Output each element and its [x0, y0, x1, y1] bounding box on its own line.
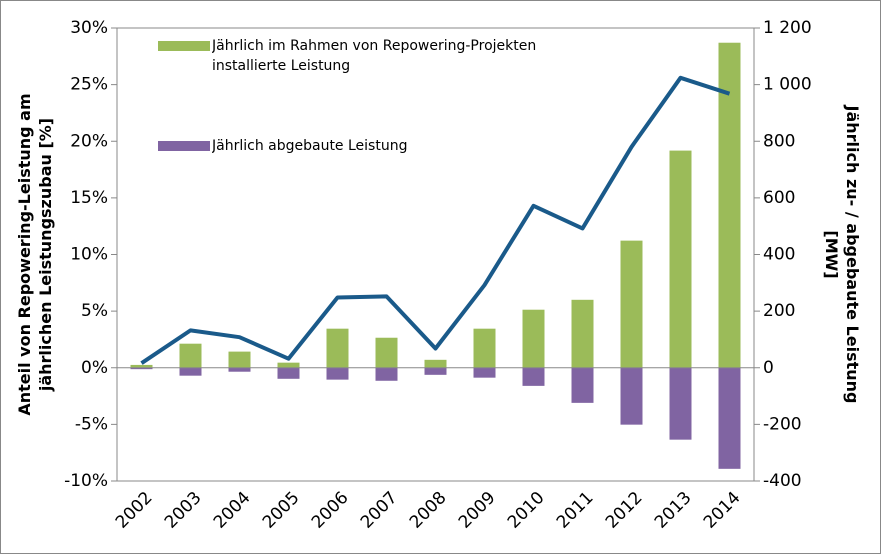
bar [130, 364, 153, 368]
y2-tick-label: 800 [763, 131, 795, 151]
bar [522, 309, 545, 368]
bar [424, 359, 447, 368]
bar [522, 367, 545, 386]
bar [718, 42, 741, 368]
y2-tick-label: -400 [763, 471, 802, 491]
legend-swatch [158, 141, 210, 151]
bar [473, 328, 496, 368]
y2-tick-label: -200 [763, 414, 802, 434]
y2-tick-label: 200 [763, 301, 795, 321]
bar [473, 367, 496, 378]
bar [277, 367, 300, 379]
bar [620, 367, 643, 425]
y-tick-label: -5% [75, 414, 108, 434]
bar [620, 240, 643, 368]
bar [669, 367, 692, 440]
y2-tick-label: 400 [763, 245, 795, 265]
bar [669, 150, 692, 368]
bar [571, 367, 594, 403]
y2-axis-label: Jährlich zu- / abgebaute Leistung[MW] [823, 105, 863, 404]
legend-swatch [158, 41, 210, 51]
y2-axis-label-line: [MW] [823, 230, 842, 278]
y-tick-label: 20% [70, 131, 108, 151]
y2-tick-label: 1 200 [763, 18, 812, 38]
y2-axis-label-line: Jährlich zu- / abgebaute Leistung [844, 105, 863, 404]
y-tick-label: 25% [70, 75, 108, 95]
bar [375, 337, 398, 368]
bar [718, 367, 741, 469]
bar [179, 343, 202, 368]
legend-label: Jährlich im Rahmen von Repowering-Projek… [212, 38, 537, 74]
line [140, 75, 731, 365]
y2-tick-label: 1 000 [763, 75, 812, 95]
y2-tick-label: 0 [763, 358, 774, 378]
bar [228, 351, 251, 368]
bar [375, 367, 398, 381]
bar [130, 367, 153, 370]
y-tick-label: 5% [81, 301, 108, 321]
bar [228, 367, 251, 372]
y-tick-label: 0% [81, 358, 108, 378]
y-tick-label: 30% [70, 18, 108, 38]
y-tick-label: 10% [70, 245, 108, 265]
bar [424, 367, 447, 375]
legend-entry: Jährlich abgebaute Leistung [212, 138, 408, 154]
y-axis-label-line: Anteil von Repowering-Leistung am [15, 93, 34, 415]
y-axis-label: Anteil von Repowering-Leistung am jährlic… [15, 93, 55, 415]
y-tick-label: -10% [64, 471, 108, 491]
bar [326, 328, 349, 368]
y-tick-label: 15% [70, 188, 108, 208]
bar [571, 299, 594, 368]
y2-tick-label: 600 [763, 188, 795, 208]
bar [326, 367, 349, 380]
legend-label: Jährlich abgebaute Leistung [212, 138, 408, 154]
y-axis-label-line: jährlichen Leistungszubau [%] [36, 118, 55, 392]
bar [277, 362, 300, 368]
bar [179, 367, 202, 376]
legend-entry: Jährlich im Rahmen von Repowering-Projek… [212, 38, 537, 74]
